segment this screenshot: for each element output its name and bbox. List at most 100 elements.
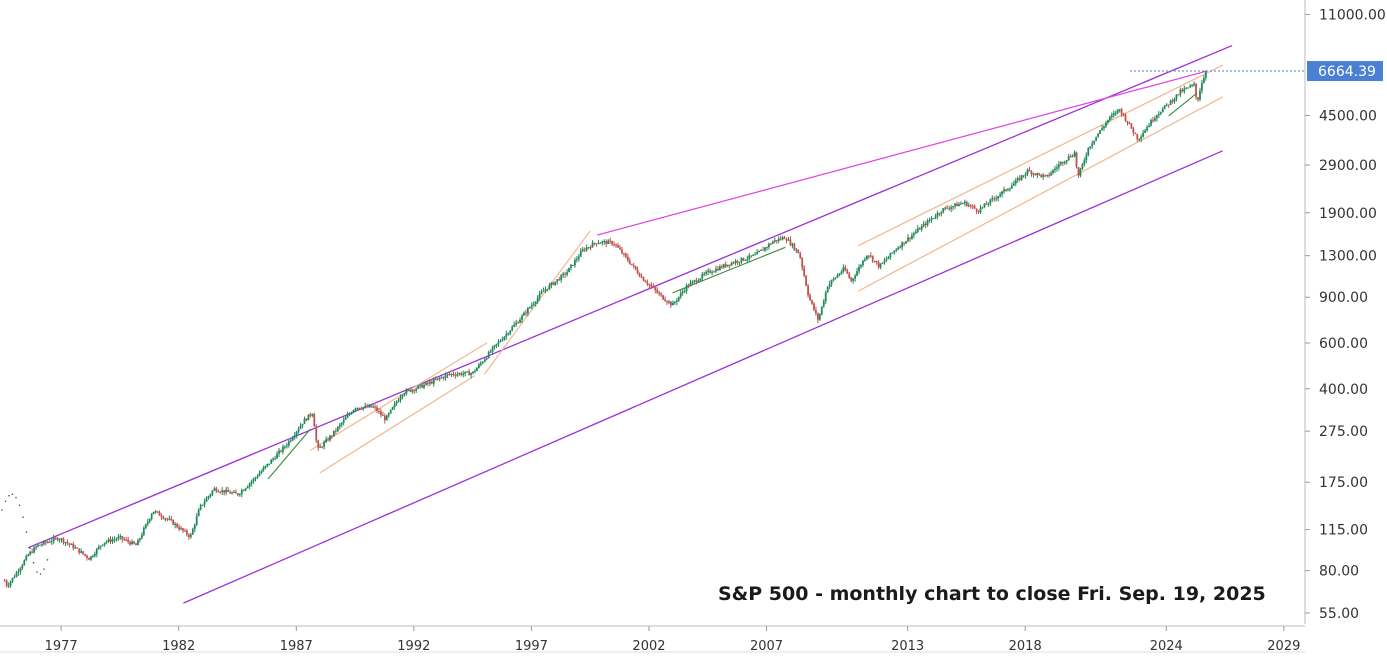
candle-body bbox=[405, 390, 408, 394]
candle-body bbox=[115, 539, 118, 541]
candle-body bbox=[427, 382, 429, 384]
candle-body bbox=[1099, 130, 1101, 134]
candle-body bbox=[879, 263, 882, 268]
trendlines-layer bbox=[27, 44, 1233, 604]
candle-body bbox=[771, 241, 774, 244]
candle-body bbox=[466, 371, 469, 373]
candle-body bbox=[66, 542, 69, 544]
candle-body bbox=[452, 373, 455, 375]
candle-body bbox=[389, 409, 392, 414]
candle-body bbox=[965, 201, 968, 206]
candle-body bbox=[117, 537, 120, 540]
candle-body bbox=[327, 439, 329, 441]
pre-history-dot bbox=[8, 494, 10, 497]
candle-body bbox=[438, 378, 441, 380]
candle-body bbox=[556, 279, 559, 282]
last-price-tag-label: 6664.39 bbox=[1318, 64, 1376, 80]
candle-body bbox=[1114, 113, 1117, 115]
candle-body bbox=[885, 259, 888, 261]
candle-body bbox=[440, 377, 443, 379]
candle-body bbox=[158, 511, 161, 516]
candle-body bbox=[168, 518, 171, 520]
candle-body bbox=[926, 220, 929, 226]
candle-body bbox=[380, 411, 382, 415]
candle-body bbox=[875, 260, 878, 263]
candle-body bbox=[989, 199, 992, 204]
candle-body bbox=[836, 275, 839, 278]
candle-body bbox=[719, 266, 721, 271]
candle-body bbox=[805, 275, 808, 286]
candle-body bbox=[613, 244, 615, 246]
candle-body bbox=[217, 491, 220, 493]
candle-body bbox=[895, 249, 898, 251]
candle-body bbox=[15, 572, 18, 577]
candle-body bbox=[60, 538, 63, 540]
candle-body bbox=[1073, 152, 1076, 157]
candle-body bbox=[754, 254, 757, 256]
candle-body bbox=[1195, 83, 1197, 98]
candle-body bbox=[617, 245, 619, 248]
candle-body bbox=[329, 435, 331, 441]
candle-body bbox=[342, 419, 345, 423]
candle-body bbox=[722, 264, 725, 268]
candle-body bbox=[119, 536, 122, 538]
candle-body bbox=[1112, 113, 1115, 116]
candle-body bbox=[632, 264, 635, 267]
candle-body bbox=[131, 541, 133, 545]
y-tick-label: 600.00 bbox=[1319, 336, 1368, 352]
candle-body bbox=[276, 453, 278, 459]
y-tick-label: 1300.00 bbox=[1319, 249, 1377, 265]
candle-body bbox=[170, 518, 173, 520]
candle-body bbox=[852, 278, 855, 281]
candle-body bbox=[671, 302, 674, 306]
candle-body bbox=[164, 518, 167, 520]
candle-body bbox=[1022, 175, 1025, 177]
candle-body bbox=[180, 528, 182, 530]
candle-body bbox=[317, 440, 320, 448]
candle-body bbox=[750, 255, 753, 257]
candle-body bbox=[691, 281, 694, 283]
candle-body bbox=[1157, 113, 1160, 116]
y-tick-label: 55.00 bbox=[1319, 606, 1359, 622]
candle-body bbox=[505, 333, 508, 337]
candle-body bbox=[574, 260, 576, 266]
candle-body bbox=[1003, 189, 1005, 192]
candle-body bbox=[1061, 162, 1064, 164]
candle-body bbox=[587, 247, 590, 249]
candle-body bbox=[815, 309, 817, 314]
candle-body bbox=[971, 205, 974, 207]
candle-body bbox=[109, 539, 112, 542]
candle-body bbox=[673, 301, 676, 303]
candle-body bbox=[340, 422, 343, 425]
candle-body bbox=[575, 259, 578, 261]
candle-body bbox=[319, 446, 322, 448]
x-tick-label: 2002 bbox=[632, 639, 665, 654]
candle-body bbox=[1118, 109, 1121, 111]
short_channel-trendline bbox=[319, 375, 476, 474]
candle-body bbox=[570, 264, 572, 268]
candle-body bbox=[80, 551, 83, 553]
y-tick-label: 400.00 bbox=[1319, 382, 1368, 398]
candle-body bbox=[238, 494, 241, 496]
candle-body bbox=[178, 527, 180, 530]
candle-body bbox=[423, 384, 425, 388]
candle-body bbox=[244, 488, 247, 491]
candle-body bbox=[820, 306, 823, 315]
long_channel-trendline bbox=[183, 150, 1223, 604]
candle-body bbox=[918, 228, 921, 230]
candle-body bbox=[1177, 94, 1180, 96]
candle-body bbox=[1124, 114, 1127, 121]
x-tick-label: 2029 bbox=[1267, 639, 1300, 654]
support-trendline bbox=[1168, 92, 1198, 117]
candle-body bbox=[415, 388, 418, 391]
candle-body bbox=[525, 312, 527, 314]
candle-body bbox=[350, 412, 353, 414]
candle-body bbox=[891, 252, 894, 254]
candle-body bbox=[425, 382, 427, 385]
candle-body bbox=[922, 223, 925, 227]
candle-body bbox=[646, 282, 649, 285]
candle-body bbox=[963, 201, 966, 204]
candle-body bbox=[231, 492, 233, 494]
candle-body bbox=[746, 258, 749, 260]
pre-history-dot bbox=[1, 509, 3, 511]
